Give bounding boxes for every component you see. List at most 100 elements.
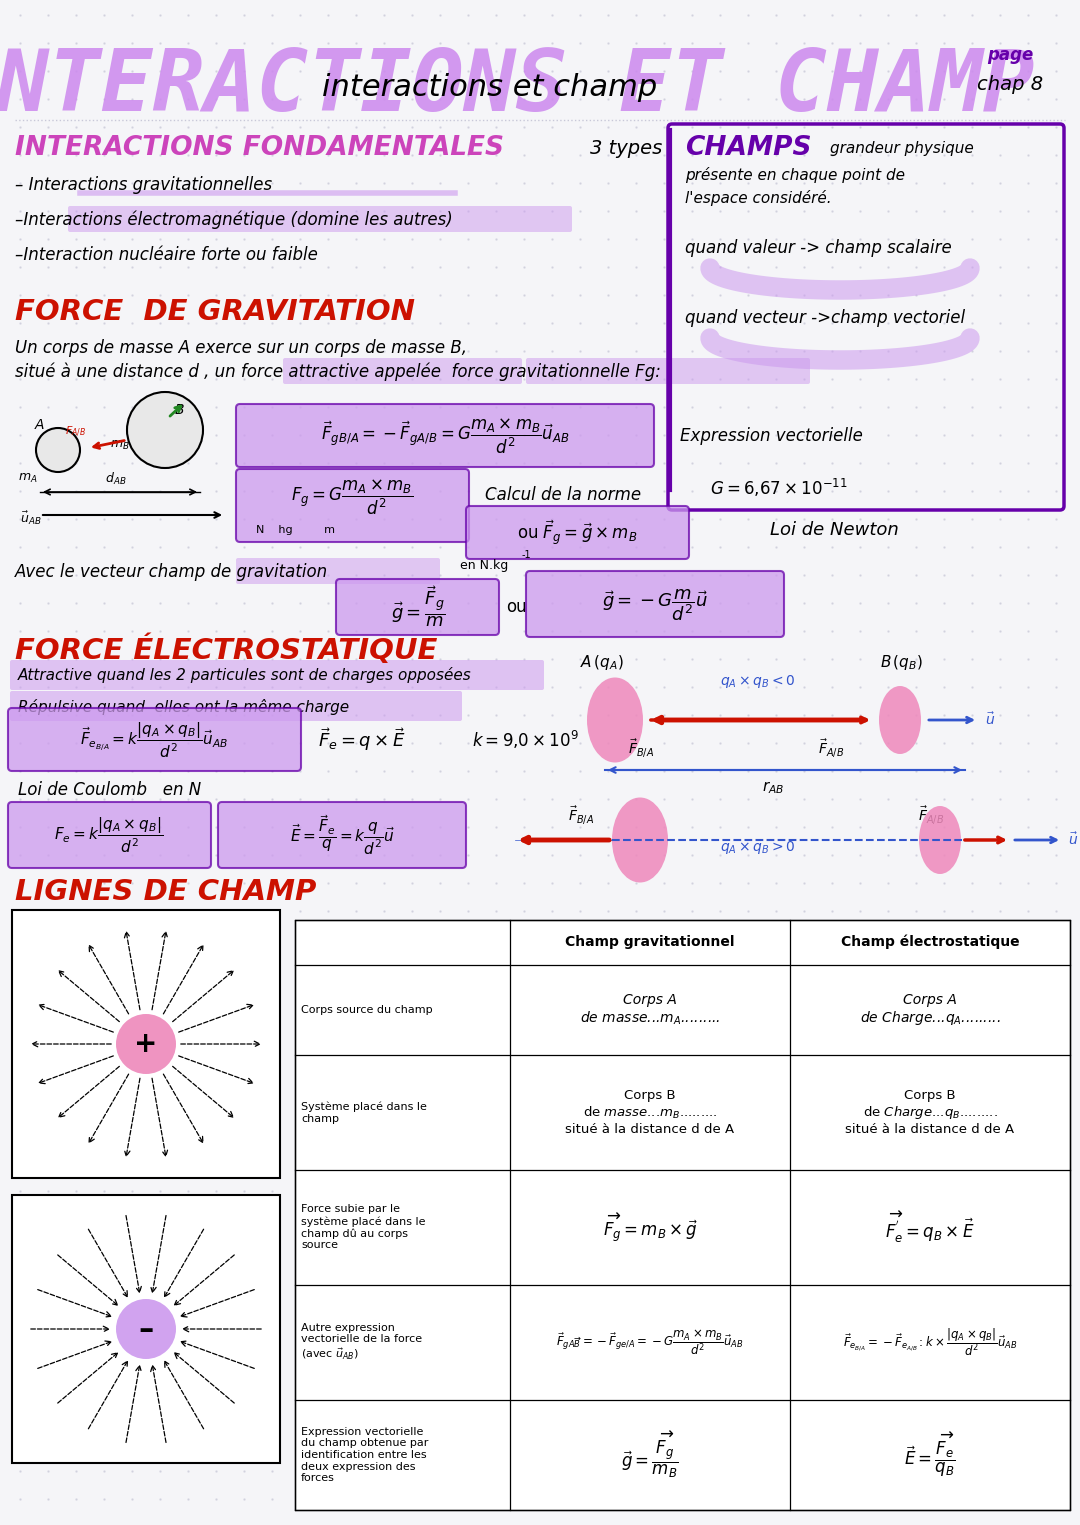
Text: Force subie par le
système placé dans le
champ dû au corps
source: Force subie par le système placé dans le… <box>301 1205 426 1250</box>
Text: FORCE ÉLECTROSTATIQUE: FORCE ÉLECTROSTATIQUE <box>15 634 437 665</box>
FancyBboxPatch shape <box>237 404 654 467</box>
Text: +: + <box>134 1029 158 1058</box>
Ellipse shape <box>919 807 961 874</box>
Circle shape <box>36 429 80 473</box>
Text: Expression vectorielle
du champ obtenue par
identification entre les
deux expres: Expression vectorielle du champ obtenue … <box>301 1427 429 1484</box>
Text: interactions et champ: interactions et champ <box>322 73 658 102</box>
Text: m$_A$: m$_A$ <box>18 471 38 485</box>
Text: Système placé dans le
champ: Système placé dans le champ <box>301 1101 427 1124</box>
Text: INTERACTIONS ET CHAMP: INTERACTIONS ET CHAMP <box>0 46 1035 130</box>
FancyBboxPatch shape <box>465 506 689 560</box>
Text: $\overrightarrow{F_e^{'}} = q_B \times \vec{E}$: $\overrightarrow{F_e^{'}} = q_B \times \… <box>886 1209 975 1244</box>
Text: –Interaction nucléaire forte ou faible: –Interaction nucléaire forte ou faible <box>15 246 318 264</box>
FancyBboxPatch shape <box>12 1196 280 1462</box>
Text: l'espace considéré.: l'espace considéré. <box>685 191 832 206</box>
FancyBboxPatch shape <box>8 802 211 868</box>
Text: $\vec{g} = \dfrac{\overrightarrow{F_g}}{m_B}$: $\vec{g} = \dfrac{\overrightarrow{F_g}}{… <box>621 1430 679 1481</box>
Text: Corps A
de $\mathit{masse}$...$m_A$.........: Corps A de $\mathit{masse}$...$m_A$.....… <box>580 993 720 1026</box>
Circle shape <box>116 1014 176 1074</box>
FancyBboxPatch shape <box>8 708 301 772</box>
Text: $G = 6{,}67 \times 10^{-11}$: $G = 6{,}67 \times 10^{-11}$ <box>710 477 848 499</box>
Text: $\vec{g} = \dfrac{\vec{F}_g}{m}$: $\vec{g} = \dfrac{\vec{F}_g}{m}$ <box>391 586 445 630</box>
Text: situé à une distance d , un force attractive appelée  force gravitationnelle Fg:: situé à une distance d , un force attrac… <box>15 363 661 381</box>
Text: en N.kg: en N.kg <box>460 558 509 572</box>
FancyBboxPatch shape <box>237 558 440 584</box>
Text: $\vec{F}_{gB/A} = -\vec{F}_{gA/B} = G\dfrac{m_A \times m_B}{d^2}\vec{u}_{AB}$: $\vec{F}_{gB/A} = -\vec{F}_{gA/B} = G\df… <box>321 416 569 456</box>
Text: Calcul de la norme: Calcul de la norme <box>485 486 642 503</box>
FancyBboxPatch shape <box>10 691 462 721</box>
Text: Corps B
de $\mathit{masse}$...$m_B$.........
situé à la distance d de A: Corps B de $\mathit{masse}$...$m_B$.....… <box>566 1089 734 1136</box>
Text: $\vec{F}_{A/B}$: $\vec{F}_{A/B}$ <box>918 804 944 827</box>
Text: $\vec{u}_{AB}$: $\vec{u}_{AB}$ <box>21 509 41 526</box>
Text: Corps source du champ: Corps source du champ <box>301 1005 433 1016</box>
Text: $\overrightarrow{F_g} = m_B \times \vec{g}$: $\overrightarrow{F_g} = m_B \times \vec{… <box>603 1211 698 1244</box>
Text: LIGNES DE CHAMP: LIGNES DE CHAMP <box>15 878 316 906</box>
Text: présente en chaque point de: présente en chaque point de <box>685 168 905 183</box>
Text: Répulsive quand  elles ont la même charge: Répulsive quand elles ont la même charge <box>18 698 349 715</box>
Text: m$_B$: m$_B$ <box>110 439 130 451</box>
FancyBboxPatch shape <box>12 910 280 1177</box>
Text: Champ électrostatique: Champ électrostatique <box>840 935 1020 949</box>
Text: FORCE  DE GRAVITATION: FORCE DE GRAVITATION <box>15 297 415 326</box>
FancyBboxPatch shape <box>68 206 572 232</box>
Text: Avec le vecteur champ de gravitation: Avec le vecteur champ de gravitation <box>15 563 328 581</box>
Text: page: page <box>987 46 1034 64</box>
Text: Champ gravitationnel: Champ gravitationnel <box>565 935 734 949</box>
Text: $\vec{g} = -G\dfrac{m}{d^2}\vec{u}$: $\vec{g} = -G\dfrac{m}{d^2}\vec{u}$ <box>602 587 708 622</box>
Text: $k = 9{,}0 \times 10^9$: $k = 9{,}0 \times 10^9$ <box>472 729 579 750</box>
FancyBboxPatch shape <box>237 470 469 541</box>
Ellipse shape <box>879 686 921 753</box>
Text: $r_{AB}$: $r_{AB}$ <box>762 779 784 796</box>
Circle shape <box>116 1299 176 1359</box>
Text: Autre expression
vectorielle de la force
(avec $\vec{u}_{AB}$): Autre expression vectorielle de la force… <box>301 1322 422 1362</box>
Text: Un corps de masse A exerce sur un corps de masse B,: Un corps de masse A exerce sur un corps … <box>15 339 467 357</box>
Bar <box>295 920 1070 1510</box>
FancyBboxPatch shape <box>526 570 784 637</box>
Text: Attractive quand les 2 particules sont de charges opposées: Attractive quand les 2 particules sont d… <box>18 666 472 683</box>
Text: $\vec{F}_{B/A}$: $\vec{F}_{B/A}$ <box>568 804 594 827</box>
Text: –: – <box>138 1315 153 1344</box>
Text: $B\,(q_B)$: $B\,(q_B)$ <box>880 653 923 671</box>
FancyBboxPatch shape <box>10 660 544 689</box>
Text: N    hg         m: N hg m <box>256 525 335 535</box>
Text: chap 8: chap 8 <box>977 76 1043 95</box>
Text: – Interactions gravitationnelles: – Interactions gravitationnelles <box>15 175 272 194</box>
FancyBboxPatch shape <box>336 580 499 634</box>
Text: $\vec{u}$: $\vec{u}$ <box>1068 831 1078 848</box>
Text: $F_g = G\dfrac{m_A \times m_B}{d^2}$: $F_g = G\dfrac{m_A \times m_B}{d^2}$ <box>291 477 414 517</box>
FancyBboxPatch shape <box>283 358 522 384</box>
Text: 3 types: 3 types <box>590 139 662 157</box>
Text: $\vec{E} = \dfrac{\vec{F}_e}{q} = k\dfrac{q}{d^2}\vec{u}$: $\vec{E} = \dfrac{\vec{F}_e}{q} = k\dfra… <box>289 813 394 857</box>
Text: $F_{A/B}$: $F_{A/B}$ <box>65 425 86 439</box>
Text: quand vecteur ->champ vectoriel: quand vecteur ->champ vectoriel <box>685 310 966 326</box>
Text: d$_{AB}$: d$_{AB}$ <box>105 471 126 486</box>
Text: Corps A
de $\mathit{Charge}$...$q_A$.........: Corps A de $\mathit{Charge}$...$q_A$....… <box>860 993 1000 1028</box>
Circle shape <box>127 392 203 468</box>
Text: Expression vectorielle: Expression vectorielle <box>680 427 863 445</box>
Text: –Interactions électromagnétique (domine les autres): –Interactions électromagnétique (domine … <box>15 210 453 229</box>
Text: $F_e = k\dfrac{|q_A \times q_B|}{d^2}$: $F_e = k\dfrac{|q_A \times q_B|}{d^2}$ <box>54 816 163 854</box>
Text: quand valeur -> champ scalaire: quand valeur -> champ scalaire <box>685 239 951 258</box>
Text: $q_A \times q_B < 0$: $q_A \times q_B < 0$ <box>720 674 796 691</box>
Text: Corps B
de $\mathit{Charge}$...$q_B$.........
situé à la distance d de A: Corps B de $\mathit{Charge}$...$q_B$....… <box>846 1089 1014 1136</box>
Text: $\vec{F}_e = q \times \vec{E}$: $\vec{F}_e = q \times \vec{E}$ <box>318 726 406 753</box>
Text: -1: -1 <box>522 551 531 560</box>
Ellipse shape <box>612 798 669 883</box>
Text: Loi de Coulomb   en N: Loi de Coulomb en N <box>18 781 201 799</box>
Text: CHAMPS: CHAMPS <box>685 136 811 162</box>
Text: B: B <box>175 403 185 416</box>
Text: $\vec{E} = \dfrac{\overrightarrow{F_e}}{q_B}$: $\vec{E} = \dfrac{\overrightarrow{F_e}}{… <box>904 1430 956 1479</box>
Text: $\vec{F}_{A/B}$: $\vec{F}_{A/B}$ <box>818 737 845 759</box>
Text: $q_A \times q_B > 0$: $q_A \times q_B > 0$ <box>720 839 796 857</box>
FancyBboxPatch shape <box>218 802 465 868</box>
Ellipse shape <box>588 677 643 762</box>
Text: $\vec{F}_{gA\overrightarrow{B}} = -\vec{F}_{ge/A} = -G\dfrac{m_A \times m_B}{d^2: $\vec{F}_{gA\overrightarrow{B}} = -\vec{… <box>556 1328 744 1357</box>
Text: A: A <box>35 418 44 432</box>
Text: ou $\vec{F}_g = \vec{g} \times m_B$: ou $\vec{F}_g = \vec{g} \times m_B$ <box>516 518 637 547</box>
Text: ou: ou <box>507 598 527 616</box>
Text: grandeur physique: grandeur physique <box>831 140 974 156</box>
Text: $A\,(q_A)$: $A\,(q_A)$ <box>580 653 623 671</box>
Text: $\vec{F}_{e_{B/A}} = -\vec{F}_{e_{A/B}} : k\times\dfrac{|q_A \times q_B|}{d^2}\v: $\vec{F}_{e_{B/A}} = -\vec{F}_{e_{A/B}} … <box>842 1327 1017 1359</box>
Text: $\vec{F}_{e_{B/A}} = k\dfrac{|q_A \times q_B|}{d^2}\vec{u}_{AB}$: $\vec{F}_{e_{B/A}} = k\dfrac{|q_A \times… <box>80 720 228 759</box>
Text: Loi de Newton: Loi de Newton <box>770 522 899 538</box>
